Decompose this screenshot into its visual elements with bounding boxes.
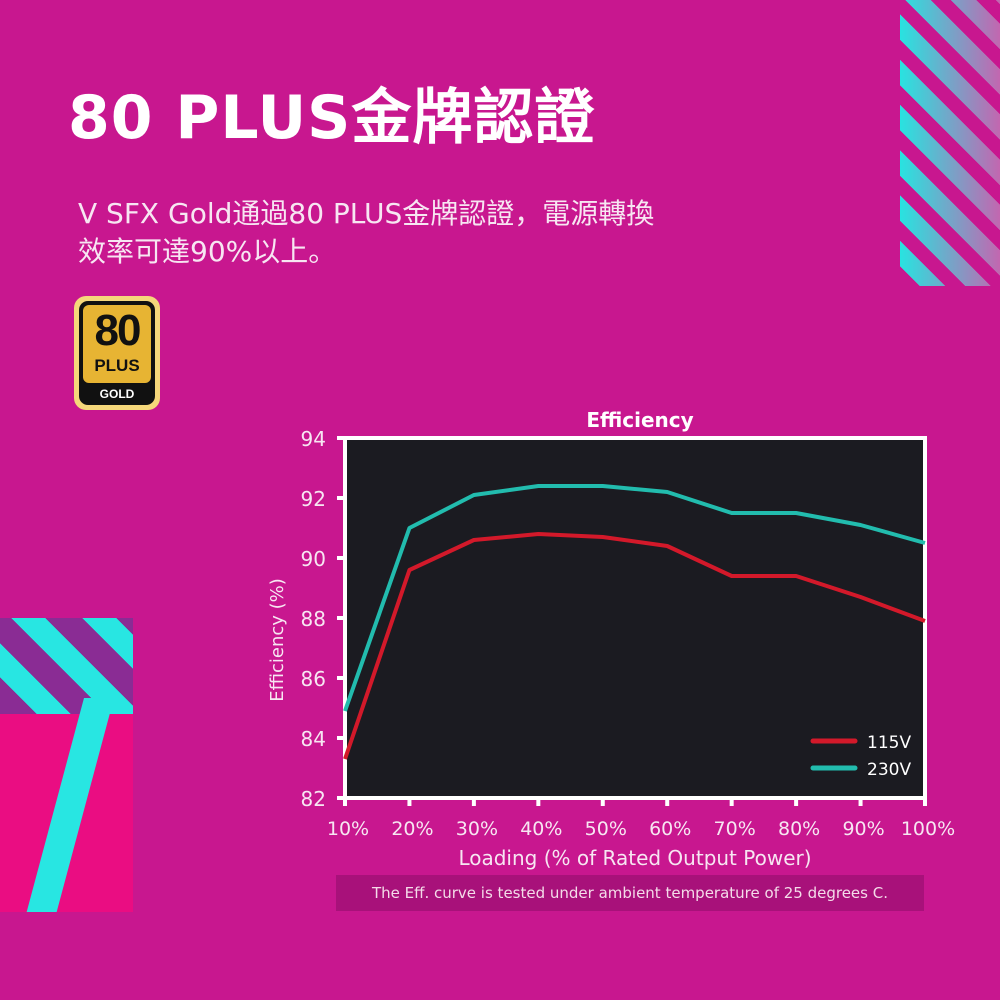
series-lines <box>343 484 926 760</box>
legend: 115V 230V <box>810 733 911 780</box>
x-tick-label: 30% <box>456 818 498 840</box>
legend-label: 230V <box>867 760 911 780</box>
badge-number: 80 <box>94 306 142 355</box>
y-tick-label: 82 <box>301 787 326 811</box>
badge-plus: PLUS <box>94 356 140 375</box>
footnote: The Eff. curve is tested under ambient t… <box>336 875 924 911</box>
x-tick-label: 90% <box>842 818 884 840</box>
subtitle-line-1: V SFX Gold通過80 PLUS金牌認證，電源轉換 <box>78 197 655 230</box>
x-tick-label: 50% <box>585 818 627 840</box>
page-title: 80 PLUS金牌認證 <box>68 83 596 153</box>
plot-area <box>345 438 925 798</box>
series-line-230V <box>343 484 926 712</box>
y-tick-label: 84 <box>301 727 326 751</box>
subtitle-line-2: 效率可達90%以上。 <box>78 235 337 268</box>
decorative-seven-graphic <box>0 618 133 912</box>
series-line-115V <box>343 532 926 760</box>
x-tick-label: 60% <box>649 818 691 840</box>
x-tick-label: 40% <box>520 818 562 840</box>
chart-title: Efficiency <box>586 408 694 432</box>
y-axis: 82 84 86 88 90 92 94 <box>301 427 345 811</box>
y-axis-label: Efficiency (%) <box>267 578 288 702</box>
x-tick-label: 10% <box>327 818 369 840</box>
80-plus-gold-badge: 80 PLUS GOLD <box>74 296 160 410</box>
x-axis: 10% 20% 30% 40% 50% 60% 70% 80% 90% 100% <box>327 798 955 840</box>
subtitle: V SFX Gold通過80 PLUS金牌認證，電源轉換 效率可達90%以上。 <box>78 195 818 271</box>
x-tick-label: 100% <box>901 818 955 840</box>
badge-tier: GOLD <box>99 387 135 401</box>
y-tick-label: 86 <box>301 667 326 691</box>
legend-label: 115V <box>867 733 911 753</box>
y-tick-label: 94 <box>301 427 326 451</box>
y-tick-label: 90 <box>301 547 326 571</box>
x-tick-label: 20% <box>391 818 433 840</box>
decorative-stripes-top-right <box>900 0 1000 286</box>
y-tick-label: 92 <box>301 487 326 511</box>
x-axis-label: Loading (% of Rated Output Power) <box>458 846 812 870</box>
y-tick-label: 88 <box>301 607 326 631</box>
x-tick-label: 70% <box>714 818 756 840</box>
x-tick-label: 80% <box>778 818 820 840</box>
